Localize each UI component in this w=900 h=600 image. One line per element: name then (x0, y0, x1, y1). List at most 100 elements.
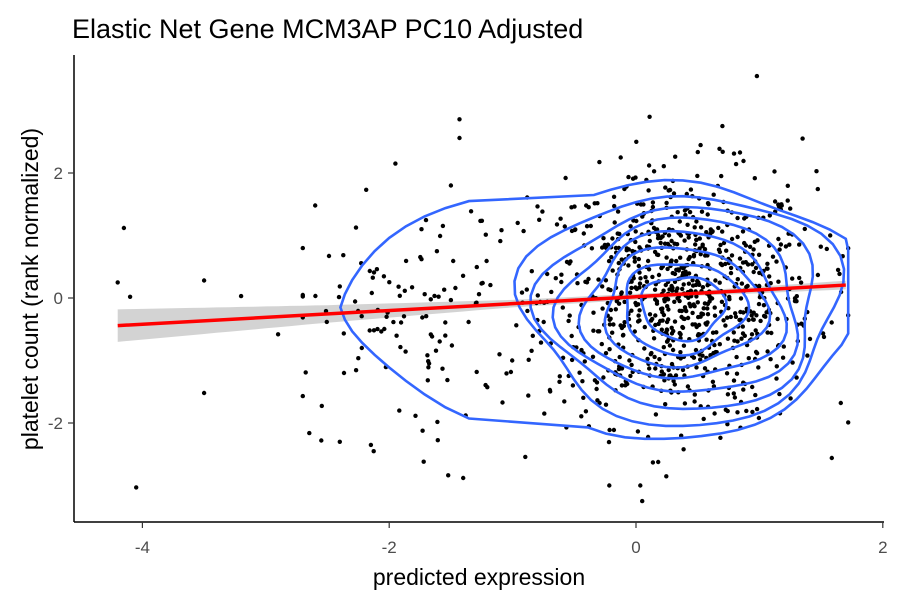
data-point (815, 272, 821, 278)
data-point (814, 169, 819, 174)
data-point (446, 473, 451, 478)
data-point (670, 270, 675, 276)
data-point (514, 323, 519, 328)
data-point (735, 215, 740, 221)
data-point (671, 328, 676, 334)
data-point (751, 247, 756, 252)
data-point (797, 242, 802, 247)
data-point (656, 272, 662, 278)
data-point (717, 146, 722, 151)
data-point (650, 274, 655, 280)
data-point (685, 384, 691, 389)
data-point (756, 415, 762, 421)
data-point (698, 142, 703, 148)
data-point (767, 274, 772, 279)
data-point (601, 236, 606, 241)
data-point (746, 317, 751, 323)
data-point (474, 264, 479, 270)
data-point (577, 370, 582, 375)
data-point (765, 261, 770, 266)
data-point (695, 149, 700, 155)
data-point (717, 342, 722, 347)
data-point (756, 301, 762, 307)
data-point (794, 294, 799, 299)
data-point (724, 248, 729, 253)
data-point (686, 271, 692, 276)
data-point (650, 204, 656, 210)
data-point (618, 323, 623, 328)
data-point (737, 256, 743, 261)
data-point (426, 359, 431, 364)
data-point (690, 278, 695, 283)
data-point (682, 238, 687, 243)
data-point (442, 287, 447, 292)
data-point (838, 400, 843, 406)
data-point (434, 249, 440, 254)
data-point (476, 292, 482, 297)
data-point (691, 254, 697, 259)
data-point (403, 258, 409, 264)
data-point (656, 252, 661, 258)
data-point (785, 198, 790, 203)
data-point (752, 176, 757, 181)
data-point (633, 229, 638, 234)
data-point (764, 266, 770, 271)
data-point (680, 324, 685, 330)
data-point (749, 332, 755, 337)
data-point (662, 299, 667, 304)
data-point (628, 224, 633, 229)
data-point (583, 409, 589, 414)
data-point (753, 392, 758, 398)
data-point (530, 333, 535, 338)
data-point (731, 378, 737, 383)
data-point (642, 324, 647, 330)
data-point (337, 284, 342, 289)
data-point (642, 346, 647, 351)
data-point (699, 311, 704, 316)
data-point (500, 400, 505, 405)
data-point (526, 393, 531, 398)
data-point (549, 289, 554, 295)
data-point (691, 302, 696, 307)
data-point (611, 427, 617, 433)
data-point (666, 317, 671, 322)
data-point (582, 359, 587, 364)
data-point (692, 225, 697, 230)
data-point (674, 267, 679, 272)
data-point (734, 354, 739, 360)
data-point (336, 294, 342, 300)
data-point (570, 383, 576, 388)
data-point (660, 234, 665, 239)
data-point (723, 261, 728, 267)
data-point (468, 209, 474, 214)
data-point (805, 353, 810, 358)
data-point (724, 371, 730, 376)
data-point (669, 238, 674, 244)
data-point (591, 328, 596, 333)
data-point (393, 161, 398, 166)
data-point (575, 281, 580, 286)
data-point (401, 314, 407, 319)
data-point (756, 365, 761, 370)
data-point (739, 281, 745, 286)
data-point (375, 326, 380, 332)
data-point (307, 430, 312, 436)
data-point (127, 294, 133, 299)
data-point (661, 164, 666, 169)
data-point (683, 212, 688, 218)
data-point (420, 315, 425, 320)
data-point (772, 199, 778, 204)
data-point (663, 282, 668, 288)
data-point (754, 313, 759, 318)
data-point (686, 295, 691, 300)
data-point (682, 401, 688, 406)
data-point (592, 378, 598, 383)
data-point (568, 259, 573, 264)
data-point (428, 332, 433, 337)
data-point (300, 245, 305, 251)
data-point (323, 308, 329, 314)
data-point (300, 294, 305, 299)
data-point (735, 410, 740, 415)
data-point (680, 286, 685, 292)
data-point (519, 290, 525, 295)
